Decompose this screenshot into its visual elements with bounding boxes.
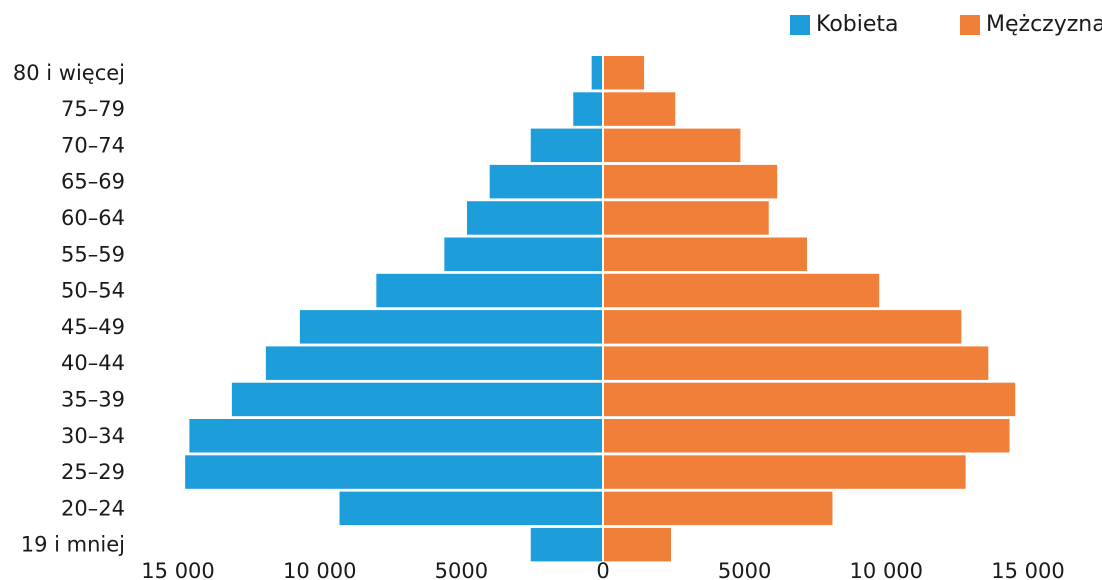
bar-kobieta-1 xyxy=(573,92,603,126)
bar-mezczyzna-4 xyxy=(603,201,769,235)
y-tick-label: 80 i więcej xyxy=(13,61,125,85)
bar-kobieta-8 xyxy=(265,346,603,380)
bar-mezczyzna-1 xyxy=(603,92,676,126)
x-tick-label: 10 000 xyxy=(283,559,356,580)
y-tick-label: 40–44 xyxy=(61,351,125,375)
legend-label-mezczyzna: Mężczyzna xyxy=(986,12,1102,37)
legend-swatch-mezczyzna xyxy=(960,14,980,35)
bar-kobieta-10 xyxy=(189,419,603,453)
bar-kobieta-2 xyxy=(530,128,603,163)
y-tick-label: 25–29 xyxy=(61,460,125,484)
bar-kobieta-4 xyxy=(467,201,603,235)
bar-kobieta-9 xyxy=(231,382,603,417)
legend-swatch-kobieta xyxy=(790,14,810,35)
bar-kobieta-11 xyxy=(185,455,603,489)
bar-mezczyzna-12 xyxy=(603,491,833,526)
y-tick-label: 70–74 xyxy=(61,133,125,157)
y-tick-label: 50–54 xyxy=(61,279,125,303)
y-tick-label: 60–64 xyxy=(61,206,125,230)
bar-mezczyzna-13 xyxy=(603,527,671,562)
legend-item-mezczyzna: Mężczyzna xyxy=(960,12,1102,37)
y-tick-label: 55–59 xyxy=(61,242,125,266)
bar-kobieta-13 xyxy=(530,527,603,562)
bar-mezczyzna-3 xyxy=(603,164,778,199)
y-tick-label: 30–34 xyxy=(61,424,125,448)
bar-mezczyzna-8 xyxy=(603,346,989,380)
bar-mezczyzna-9 xyxy=(603,382,1016,417)
bar-kobieta-3 xyxy=(489,164,603,199)
y-tick-label: 45–49 xyxy=(61,315,125,339)
x-tick-label: 15 000 xyxy=(141,559,214,580)
y-tick-label: 65–69 xyxy=(61,170,125,194)
x-tick-label: 5000 xyxy=(435,559,488,580)
bar-kobieta-5 xyxy=(444,237,603,271)
y-tick-label: 20–24 xyxy=(61,496,125,520)
x-tick-label: 15 000 xyxy=(991,559,1064,580)
bar-mezczyzna-7 xyxy=(603,310,962,344)
x-tick-label: 10 000 xyxy=(850,559,923,580)
bar-kobieta-0 xyxy=(591,56,603,90)
bar-mezczyzna-5 xyxy=(603,237,807,271)
legend-item-kobieta: Kobieta xyxy=(790,12,899,37)
x-tick-label: 5000 xyxy=(718,559,771,580)
legend-label-kobieta: Kobieta xyxy=(816,12,899,37)
bar-mezczyzna-6 xyxy=(603,273,880,308)
bar-mezczyzna-11 xyxy=(603,455,966,489)
y-tick-label: 35–39 xyxy=(61,387,125,411)
bar-kobieta-7 xyxy=(299,310,603,344)
y-tick-label: 75–79 xyxy=(61,97,125,121)
bar-mezczyzna-10 xyxy=(603,419,1010,453)
bar-mezczyzna-2 xyxy=(603,128,741,163)
bar-kobieta-6 xyxy=(376,273,603,308)
bar-kobieta-12 xyxy=(339,491,603,526)
y-tick-label: 19 i mniej xyxy=(21,533,125,557)
bar-mezczyzna-0 xyxy=(603,56,645,90)
x-tick-label: 0 xyxy=(596,559,609,580)
